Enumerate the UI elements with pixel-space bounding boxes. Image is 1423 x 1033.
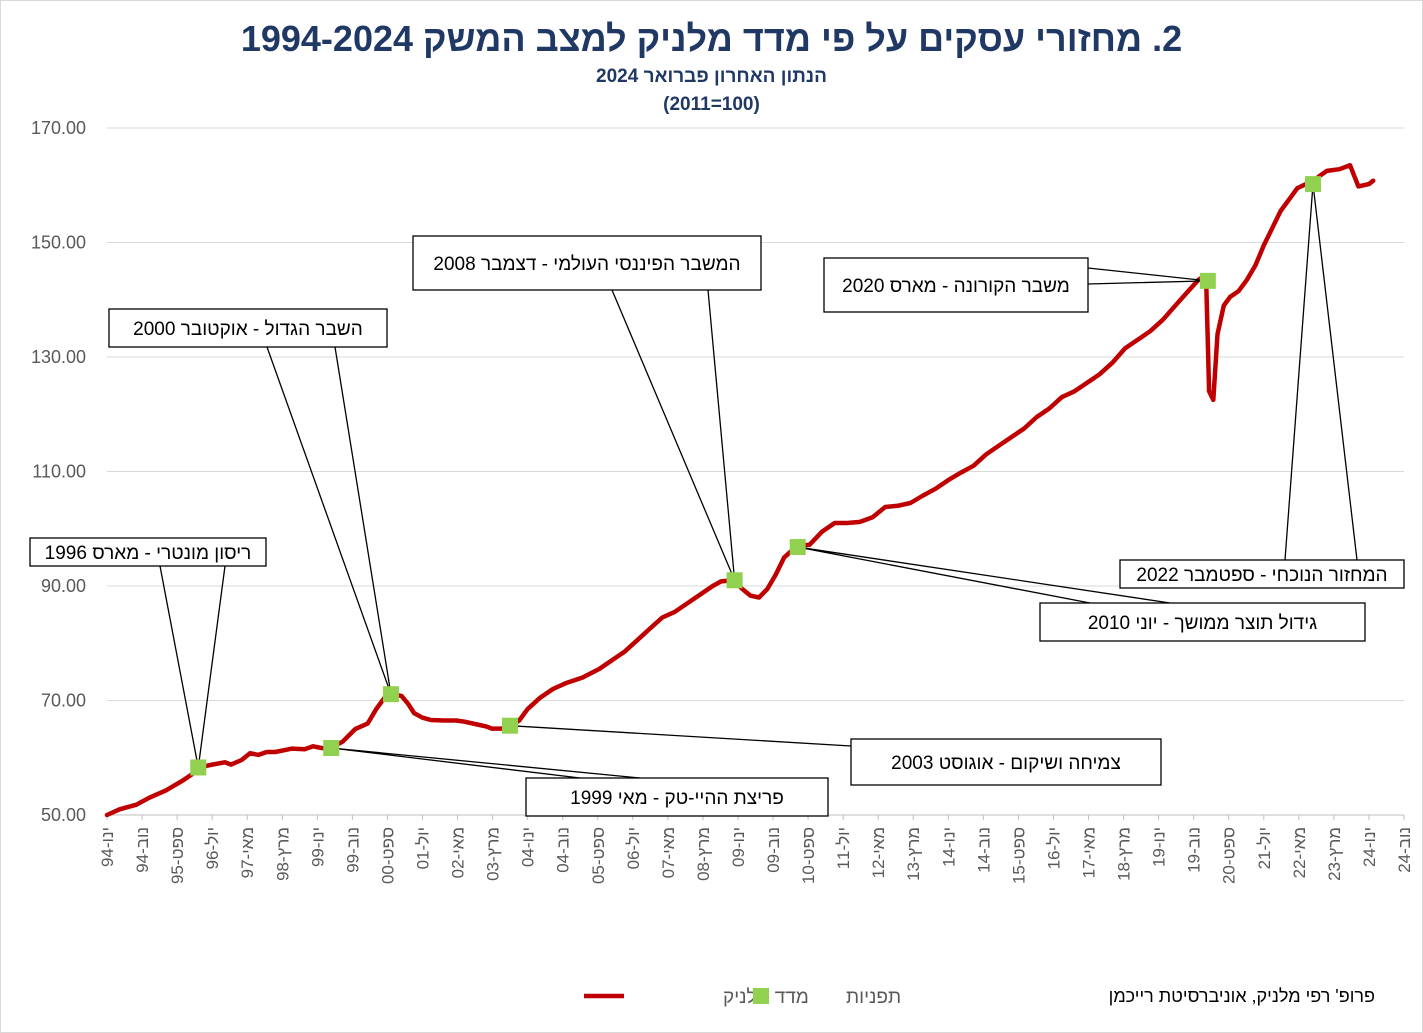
x-tick-label: ספט-10 xyxy=(799,827,818,884)
x-tick-label: ינו-14 xyxy=(939,827,958,867)
callout-label: השבר הגדול - אוקטובר 2000 xyxy=(133,319,363,340)
callout-label: פריצת ההיי-טק - מאי 1999 xyxy=(570,788,784,809)
legend-marker-swatch xyxy=(753,988,769,1004)
x-tick-label: יול-21 xyxy=(1255,827,1274,869)
x-tick-label: יול-96 xyxy=(203,827,222,869)
x-tick-label: נוב-14 xyxy=(974,827,993,873)
y-tick-label: 70.00 xyxy=(41,691,86,711)
x-tick-label: יול-06 xyxy=(624,827,643,869)
turning-point-marker xyxy=(382,686,399,703)
callout-box xyxy=(412,235,762,291)
x-tick-label: ינו-99 xyxy=(308,827,327,867)
callout-label: צמיחה ושיקום - אוגוסט 2003 xyxy=(891,753,1121,774)
turning-point-marker xyxy=(190,759,207,776)
x-tick-label: ינו-19 xyxy=(1150,827,1169,867)
callout-leader xyxy=(509,725,852,747)
x-tick-label: נוב-94 xyxy=(133,827,152,873)
x-tick-label: נוב-04 xyxy=(554,827,573,873)
x-tick-label: מאי-02 xyxy=(449,827,468,878)
callout-leader xyxy=(1284,184,1358,561)
x-tick-label: מרץ-23 xyxy=(1325,827,1344,881)
x-tick-label: ינו-24 xyxy=(1360,827,1379,867)
y-tick-label: 50.00 xyxy=(41,805,86,825)
callout-label: המשבר הפיננסי העולמי - דצמבר 2008 xyxy=(433,254,740,275)
turning-point-marker xyxy=(789,539,806,556)
x-tick-label: ספט-00 xyxy=(378,827,397,884)
x-tick-label: מאי-12 xyxy=(869,827,888,878)
x-tick-label: ספט-15 xyxy=(1009,827,1028,884)
callout-box xyxy=(29,537,267,567)
y-tick-label: 150.00 xyxy=(31,233,86,253)
x-tick-label: נוב-19 xyxy=(1185,827,1204,873)
x-tick-label: ספט-20 xyxy=(1220,827,1239,884)
x-tick-label: נוב-24 xyxy=(1395,827,1414,873)
x-tick-label: נוב-99 xyxy=(343,827,362,873)
x-tick-label: ספט-95 xyxy=(168,827,187,884)
x-tick-label: מאי-17 xyxy=(1080,827,1099,878)
x-tick-label: יול-01 xyxy=(413,827,432,869)
callout-leader xyxy=(159,565,226,768)
chart-title: 2. מחזורי עסקים על פי מדד מלניק למצב המש… xyxy=(240,18,1183,59)
x-tick-label: ינו-94 xyxy=(98,827,117,867)
x-tick-label: ינו-04 xyxy=(519,827,538,867)
callout-box xyxy=(1119,559,1405,589)
callout-leader xyxy=(1087,267,1208,285)
x-tick-label: מאי-22 xyxy=(1290,827,1309,878)
x-tick-label: מרץ-03 xyxy=(484,827,503,881)
turning-point-marker xyxy=(1199,272,1216,289)
x-tick-label: יול-16 xyxy=(1044,827,1063,869)
callout-label: המחזור הנוכחי - ספטמבר 2022 xyxy=(1136,565,1387,586)
callout-label: גידול תוצר ממושך - יוני 2010 xyxy=(1088,613,1317,634)
callout-box xyxy=(1039,602,1366,642)
y-tick-label: 110.00 xyxy=(32,462,86,482)
callout-label: משבר הקורונה - מארס 2020 xyxy=(842,276,1070,297)
turning-point-marker xyxy=(726,572,743,589)
y-tick-label: 130.00 xyxy=(31,347,86,367)
x-tick-label: ינו-09 xyxy=(729,827,748,867)
x-tick-label: מרץ-08 xyxy=(694,827,713,881)
callout-leader xyxy=(611,289,736,581)
x-tick-label: נוב-09 xyxy=(764,827,783,873)
x-tick-label: מאי-97 xyxy=(238,827,257,878)
callout-leader xyxy=(797,546,1171,604)
chart-subtitle: הנתון האחרון פברואר 2024 xyxy=(596,66,827,87)
x-tick-label: יול-11 xyxy=(834,827,853,869)
callout-box xyxy=(108,308,388,348)
x-tick-label: מרץ-98 xyxy=(273,827,292,881)
x-tick-label: מאי-07 xyxy=(659,827,678,878)
callout-leader xyxy=(266,346,392,695)
turning-point-marker xyxy=(501,717,518,734)
callout-box xyxy=(823,257,1089,313)
x-tick-label: מרץ-18 xyxy=(1115,827,1134,881)
callout-leader xyxy=(331,747,641,779)
callout-box xyxy=(850,738,1162,786)
y-tick-label: 90.00 xyxy=(41,576,86,596)
legend-label-turning-points: תפניות xyxy=(846,987,901,1008)
x-tick-label: ספט-05 xyxy=(589,827,608,884)
callout-label: ריסון מונטרי - מארס 1996 xyxy=(45,543,252,564)
chart-base-note: (2011=100) xyxy=(663,94,760,115)
x-tick-label: מרץ-13 xyxy=(904,827,923,881)
turning-point-marker xyxy=(323,740,340,757)
y-tick-label: 170.00 xyxy=(31,118,86,138)
callout-box xyxy=(525,777,829,817)
footer-credit: פרופ' רפי מלניק, אוניברסיטת רייכמן xyxy=(1108,986,1375,1006)
turning-point-marker xyxy=(1305,176,1322,193)
